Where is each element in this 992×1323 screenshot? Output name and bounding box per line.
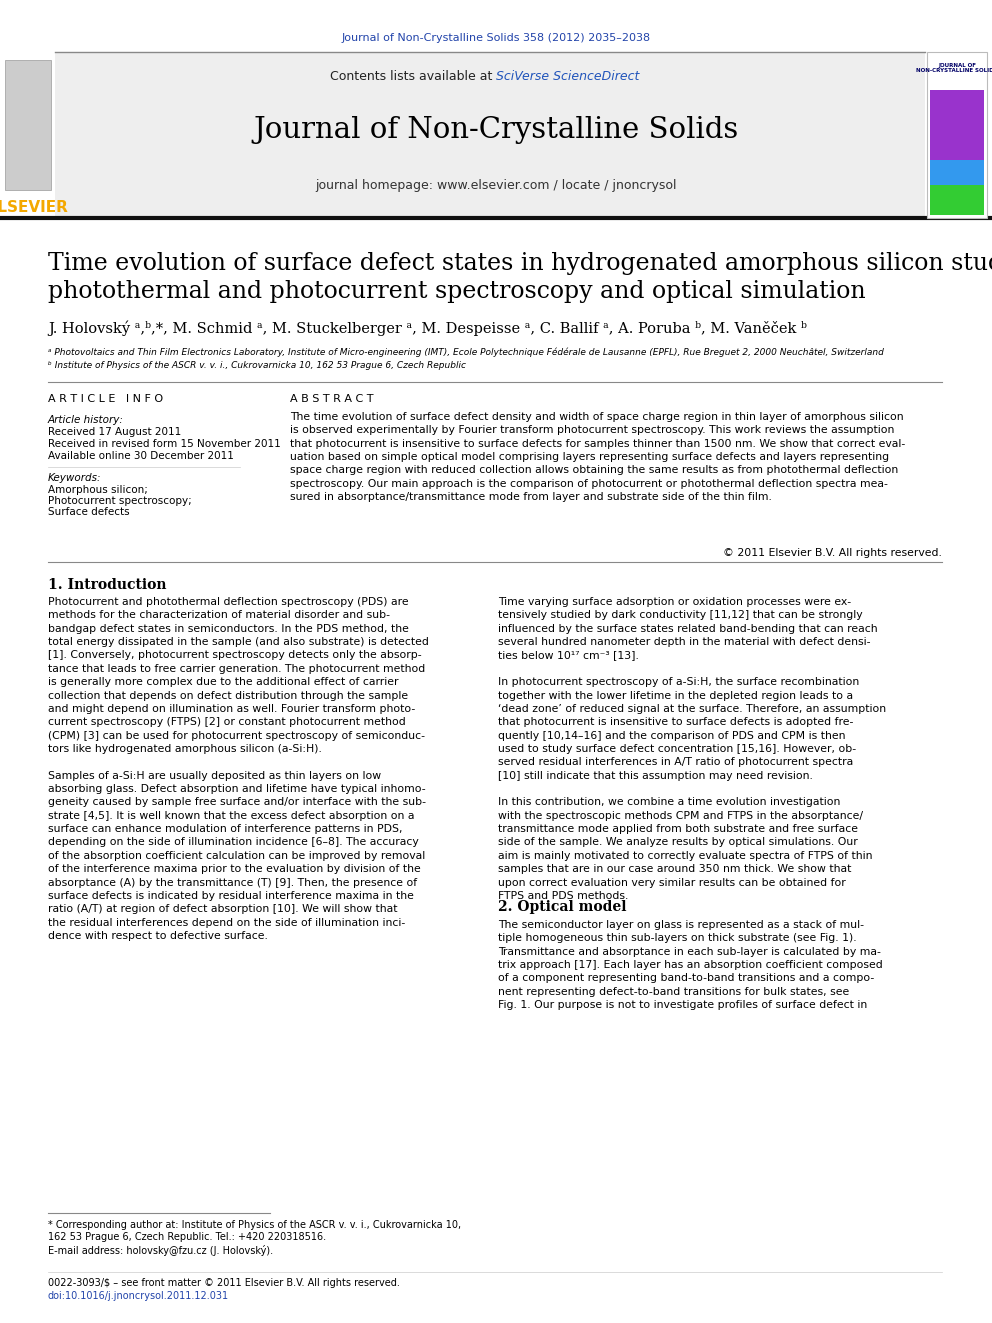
FancyBboxPatch shape — [927, 52, 987, 218]
Text: Contents lists available at: Contents lists available at — [329, 70, 496, 82]
Text: Received 17 August 2011: Received 17 August 2011 — [48, 427, 182, 437]
Text: Time varying surface adsorption or oxidation processes were ex-
tensively studie: Time varying surface adsorption or oxida… — [498, 597, 886, 901]
Text: Journal of Non-Crystalline Solids: Journal of Non-Crystalline Solids — [253, 116, 739, 144]
Text: ᵇ Institute of Physics of the ASCR v. v. i., Cukrovarnicka 10, 162 53 Prague 6, : ᵇ Institute of Physics of the ASCR v. v.… — [48, 361, 466, 370]
Text: * Corresponding author at: Institute of Physics of the ASCR v. v. i., Cukrovarni: * Corresponding author at: Institute of … — [48, 1220, 461, 1242]
Text: Article history:: Article history: — [48, 415, 124, 425]
Text: Received in revised form 15 November 2011: Received in revised form 15 November 201… — [48, 439, 281, 448]
Text: © 2011 Elsevier B.V. All rights reserved.: © 2011 Elsevier B.V. All rights reserved… — [723, 548, 942, 558]
Text: ELSEVIER: ELSEVIER — [0, 201, 68, 216]
Text: The semiconductor layer on glass is represented as a stack of mul-
tiple homogen: The semiconductor layer on glass is repr… — [498, 919, 883, 1011]
FancyBboxPatch shape — [930, 90, 984, 160]
Text: A R T I C L E   I N F O: A R T I C L E I N F O — [48, 394, 163, 404]
FancyBboxPatch shape — [5, 60, 51, 191]
FancyBboxPatch shape — [930, 160, 984, 185]
Text: ᵃ Photovoltaics and Thin Film Electronics Laboratory, Institute of Micro-enginee: ᵃ Photovoltaics and Thin Film Electronic… — [48, 348, 884, 357]
Text: Surface defects: Surface defects — [48, 507, 130, 517]
Text: Time evolution of surface defect states in hydrogenated amorphous silicon studie: Time evolution of surface defect states … — [48, 251, 992, 303]
Text: Journal of Non-Crystalline Solids 358 (2012) 2035–2038: Journal of Non-Crystalline Solids 358 (2… — [341, 33, 651, 44]
Text: A B S T R A C T: A B S T R A C T — [290, 394, 374, 404]
Text: Photocurrent spectroscopy;: Photocurrent spectroscopy; — [48, 496, 191, 505]
FancyBboxPatch shape — [55, 52, 925, 218]
Text: SciVerse ScienceDirect: SciVerse ScienceDirect — [496, 70, 640, 82]
Text: JOURNAL OF
NON-CRYSTALLINE SOLIDS: JOURNAL OF NON-CRYSTALLINE SOLIDS — [917, 62, 992, 73]
Text: Available online 30 December 2011: Available online 30 December 2011 — [48, 451, 234, 460]
FancyBboxPatch shape — [930, 185, 984, 216]
Text: doi:10.1016/j.jnoncrysol.2011.12.031: doi:10.1016/j.jnoncrysol.2011.12.031 — [48, 1291, 229, 1301]
Text: 2. Optical model: 2. Optical model — [498, 900, 627, 914]
Text: Amorphous silicon;: Amorphous silicon; — [48, 486, 148, 495]
Text: 0022-3093/$ – see front matter © 2011 Elsevier B.V. All rights reserved.: 0022-3093/$ – see front matter © 2011 El… — [48, 1278, 400, 1289]
Text: J. Holovský ᵃ,ᵇ,*, M. Schmid ᵃ, M. Stuckelberger ᵃ, M. Despeisse ᵃ, C. Ballif ᵃ,: J. Holovský ᵃ,ᵇ,*, M. Schmid ᵃ, M. Stuck… — [48, 320, 806, 336]
Text: Photocurrent and photothermal deflection spectroscopy (PDS) are
methods for the : Photocurrent and photothermal deflection… — [48, 597, 429, 941]
Text: The time evolution of surface defect density and width of space charge region in: The time evolution of surface defect den… — [290, 411, 906, 503]
Text: 1. Introduction: 1. Introduction — [48, 578, 167, 591]
Text: Keywords:: Keywords: — [48, 474, 101, 483]
Text: E-mail address: holovsky@fzu.cz (J. Holovský).: E-mail address: holovsky@fzu.cz (J. Holo… — [48, 1245, 273, 1256]
Text: journal homepage: www.elsevier.com / locate / jnoncrysol: journal homepage: www.elsevier.com / loc… — [315, 179, 677, 192]
